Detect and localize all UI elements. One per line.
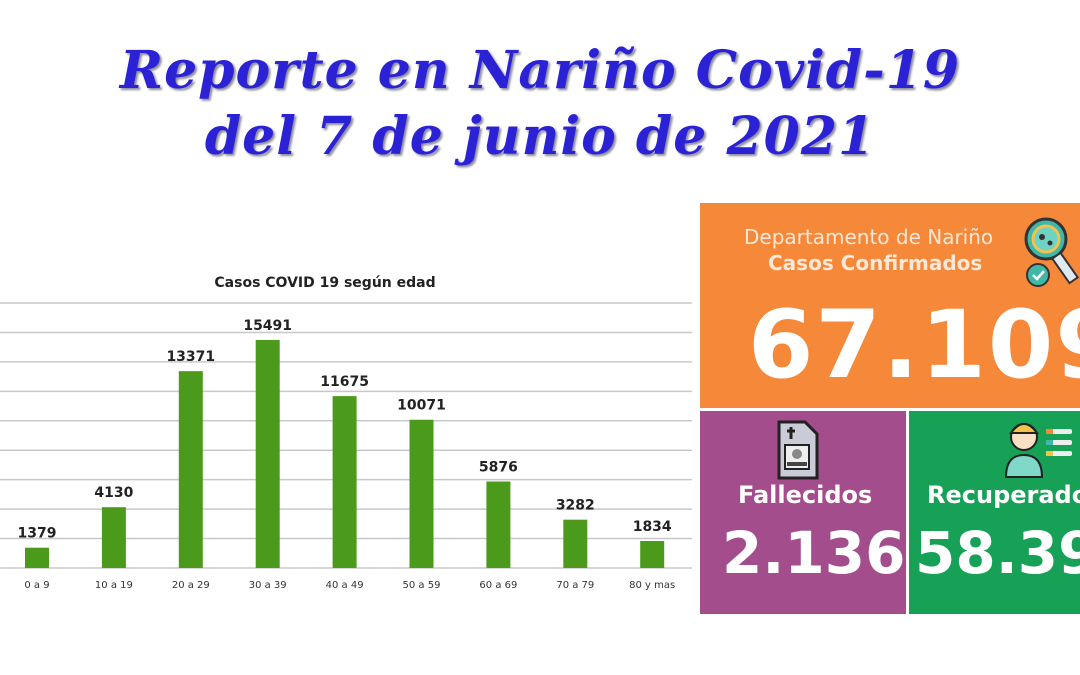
data-label: 4130 (94, 485, 133, 501)
age-cases-bar-chart: Casos COVID 19 según edad 1379 0 a 9 4130 1… (0, 275, 692, 591)
data-label: 1834 (633, 519, 672, 535)
data-label: 1379 (18, 526, 57, 542)
recovered-value: 58.39 (915, 519, 1080, 587)
confirmed-value: 67.109 (748, 291, 1080, 400)
deaths-label: Fallecidos (738, 481, 873, 509)
x-tick-label: 60 a 69 (479, 580, 517, 591)
data-label: 5876 (479, 459, 518, 475)
deaths-panel: Fallecidos 2.136 (700, 411, 906, 614)
x-tick-label: 10 a 19 (95, 580, 133, 591)
bar (255, 339, 280, 568)
bar (101, 507, 126, 568)
recovered-person-icon (1004, 423, 1072, 478)
bar (640, 540, 665, 568)
data-label: 13371 (166, 349, 215, 365)
deaths-value: 2.136 (722, 519, 906, 587)
bar (563, 519, 588, 568)
bar (486, 481, 511, 568)
bar (332, 396, 357, 568)
bar (409, 419, 434, 568)
x-tick-label: 30 a 39 (249, 580, 287, 591)
x-tick-label: 70 a 79 (556, 580, 594, 591)
data-label: 11675 (320, 374, 369, 390)
x-tick-label: 40 a 49 (326, 580, 364, 591)
recovered-label: Recuperado (927, 481, 1080, 509)
data-label: 15491 (243, 318, 292, 334)
bar (178, 371, 203, 568)
recovered-panel: Recuperado 58.39 (909, 411, 1080, 614)
bar (25, 547, 49, 568)
confirmed-label: Casos Confirmados (768, 251, 983, 275)
chart-title: Casos COVID 19 según edad (214, 275, 435, 291)
x-tick-label: 20 a 29 (172, 580, 210, 591)
virus-magnifier-icon (1024, 217, 1080, 287)
department-label: Departamento de Nariño (744, 225, 994, 249)
data-label: 3282 (556, 498, 595, 514)
data-label: 10071 (397, 398, 446, 414)
report-title-line1: Reporte en Nariño Covid-19 (119, 40, 961, 101)
x-tick-label: 0 a 9 (24, 580, 49, 591)
report-title-line2: del 7 de junio de 2021 (204, 106, 876, 167)
x-tick-label: 80 y mas (629, 580, 675, 591)
death-certificate-icon (777, 420, 819, 480)
x-tick-label: 50 a 59 (403, 580, 441, 591)
confirmed-cases-panel: Departamento de Nariño Casos Confirmados… (700, 203, 1080, 408)
